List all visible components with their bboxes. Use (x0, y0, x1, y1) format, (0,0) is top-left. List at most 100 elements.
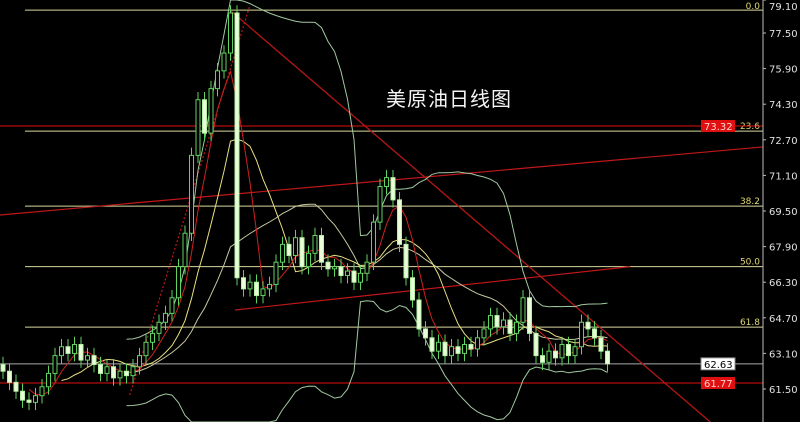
candle-down (20, 390, 25, 401)
candle-down (325, 261, 331, 270)
candle-down (416, 299, 422, 330)
candle-down (403, 243, 409, 279)
candle-down (566, 344, 571, 357)
candle-down (527, 297, 532, 334)
candle-down (7, 370, 12, 383)
candle-down (455, 346, 461, 354)
candle-down (442, 341, 448, 357)
candle-up (481, 328, 487, 339)
candle-up (189, 154, 194, 234)
candle-up (520, 297, 526, 323)
fib-label: 50.0 (740, 258, 760, 268)
candle-up (377, 186, 383, 223)
y-axis-tick-label: 71.10 (769, 171, 798, 182)
candle-down (286, 243, 292, 256)
candle-up (345, 270, 350, 277)
candle-up (195, 99, 201, 156)
candle-down (533, 332, 539, 357)
y-axis-tick-label: 74.30 (769, 100, 798, 111)
fib-label: 23.6 (740, 122, 760, 132)
candle-down (299, 237, 305, 268)
candle-up (332, 266, 337, 270)
candle-up (137, 355, 142, 368)
candle-up (39, 386, 45, 397)
candle-down (351, 270, 357, 283)
y-axis-tick-label: 66.30 (769, 278, 798, 289)
candle-down (423, 328, 428, 339)
candle-up (130, 366, 136, 377)
candle-down (410, 277, 415, 301)
candle-down (91, 355, 97, 366)
price-tag-label: 62.63 (704, 360, 733, 371)
trendline (0, 146, 763, 216)
candle-up (306, 252, 311, 268)
bollinger-upper (126, 0, 608, 340)
price-tag (701, 376, 735, 389)
candle-up (143, 341, 149, 357)
candle-down (254, 281, 259, 297)
y-axis-tick-label: 75.90 (769, 65, 798, 76)
candle-up (169, 297, 175, 314)
candle-up (156, 321, 162, 334)
candle-down (111, 366, 116, 379)
y-axis-tick-label: 79.10 (769, 2, 798, 13)
candle-up (384, 177, 389, 188)
candle-down (241, 277, 246, 290)
candle-up (182, 232, 188, 268)
candle-down (468, 344, 474, 350)
candle-up (449, 346, 454, 357)
fib-label: 0.0 (746, 2, 761, 12)
candle-down (78, 344, 84, 361)
candle-up (475, 337, 480, 350)
candle-down (540, 355, 545, 363)
y-axis-tick-label: 72.70 (769, 136, 798, 147)
candle-up (104, 366, 110, 374)
y-axis-tick-label: 67.90 (769, 243, 798, 254)
candle-up (312, 234, 318, 254)
candle-up (488, 315, 493, 330)
trendline (229, 9, 711, 422)
chart-title: 美原油日线图 (386, 87, 512, 111)
candle-up (150, 332, 155, 343)
candle-up (559, 344, 565, 359)
candle-down (0, 364, 6, 372)
price-tag (701, 120, 735, 133)
candle-up (501, 319, 506, 328)
fib-label: 61.8 (740, 318, 760, 328)
candle-up (293, 237, 298, 256)
candle-up (364, 261, 370, 274)
bollinger-lower (126, 300, 608, 422)
candle-down (429, 337, 435, 352)
candle-up (247, 281, 253, 290)
candle-up (260, 288, 266, 297)
candle-up (267, 283, 272, 290)
candle-down (390, 177, 396, 201)
candle-down (319, 234, 324, 263)
candle-up (579, 321, 584, 348)
candle-up (280, 243, 285, 263)
candle-down (13, 381, 19, 392)
y-axis-tick-label: 61.50 (769, 385, 798, 396)
candle-up (514, 321, 519, 334)
candle-up (72, 344, 77, 354)
y-axis-tick-label: 64.70 (769, 314, 798, 325)
candle-up (546, 350, 552, 363)
candle-down (202, 99, 207, 134)
candle-up (572, 346, 578, 357)
candle-up (371, 221, 376, 263)
ma5-line (28, 69, 608, 396)
candle-down (65, 346, 71, 354)
candle-down (605, 350, 610, 365)
candle-down (494, 315, 500, 328)
candle-down (397, 199, 402, 245)
candle-up (59, 346, 64, 357)
candle-up (117, 370, 123, 379)
y-axis-tick-label: 69.50 (769, 207, 798, 218)
price-tag (700, 357, 736, 371)
candle-up (163, 312, 168, 323)
y-axis-tick-label: 77.50 (769, 29, 798, 40)
candle-up (221, 52, 227, 72)
trendline (234, 266, 631, 311)
